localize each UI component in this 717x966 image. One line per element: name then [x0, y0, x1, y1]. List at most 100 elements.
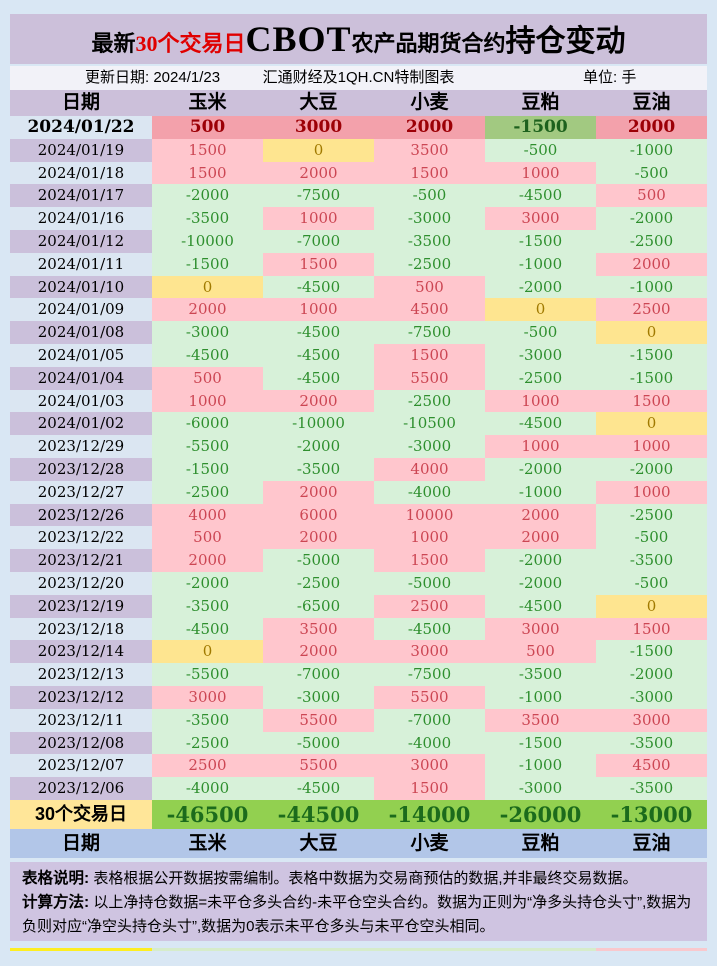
date-cell: 2023/12/22	[10, 526, 152, 550]
value-cell: -10500	[374, 412, 485, 436]
value-cell: -3000	[485, 777, 596, 800]
date-cell: 2023/12/14	[10, 640, 152, 664]
footer-header-row: 日期 玉米 大豆 小麦 豆粕 豆油	[10, 828, 707, 858]
table-row: 2024/01/11 -1500 1500 -2500 -1000 2000	[10, 252, 707, 276]
title-suffix: 持仓变动	[505, 25, 626, 58]
value-cell: -7500	[374, 663, 485, 686]
cutoff-next-row-strip	[10, 947, 707, 951]
value-cell: 0	[152, 640, 263, 664]
date-cell: 2024/01/17	[10, 184, 152, 208]
value-cell: -4500	[485, 594, 596, 618]
value-cell: -7000	[263, 663, 374, 686]
summary-label: 30个交易日	[10, 799, 152, 829]
value-cell: 4000	[152, 503, 263, 527]
value-cell: 0	[596, 321, 707, 344]
value-cell: -3000	[596, 685, 707, 709]
value-cell: -2000	[596, 457, 707, 481]
value-cell: -4500	[263, 366, 374, 390]
value-cell: 1000	[263, 207, 374, 230]
value-cell: -1500	[152, 457, 263, 481]
value-cell: -2500	[374, 389, 485, 413]
value-cell: 1500	[374, 777, 485, 800]
column-header: 大豆	[263, 90, 374, 116]
table-row: 2024/01/22 500 3000 2000 -1500 2000	[10, 116, 707, 139]
value-cell: 1500	[152, 138, 263, 162]
value-cell: -5000	[374, 571, 485, 595]
date-cell: 2023/12/21	[10, 549, 152, 572]
summary-value: -46500	[152, 799, 263, 829]
value-cell: -1500	[485, 116, 596, 139]
update-date-label: 更新日期: 2024/1/23	[85, 69, 221, 86]
value-cell: -2500	[596, 503, 707, 527]
value-cell: -1500	[152, 252, 263, 276]
value-cell: 1000	[596, 435, 707, 458]
date-cell: 2023/12/12	[10, 685, 152, 709]
footer-column-header: 玉米	[152, 828, 263, 858]
value-cell: -5500	[152, 435, 263, 458]
value-cell: -500	[596, 161, 707, 185]
value-cell: -2500	[152, 731, 263, 755]
notes-text-method: 以上净持仓数据=未平仓多头合约-未平仓空头合约。数据为正则为“净多头持仓头寸”,…	[22, 893, 692, 935]
date-cell: 2024/01/02	[10, 412, 152, 436]
date-cell: 2024/01/10	[10, 275, 152, 299]
summary-value: -14000	[374, 799, 485, 829]
value-cell: -5000	[263, 731, 374, 755]
value-cell: 500	[152, 526, 263, 550]
value-cell: 1500	[263, 252, 374, 276]
value-cell: -2000	[263, 435, 374, 458]
value-cell: -1000	[485, 252, 596, 276]
value-cell: -4500	[152, 343, 263, 367]
value-cell: -4000	[374, 731, 485, 755]
value-cell: -3500	[263, 457, 374, 481]
notes-label-description: 表格说明:	[22, 869, 90, 887]
title-prefix: 最新	[91, 31, 136, 56]
date-cell: 2023/12/13	[10, 663, 152, 686]
source-credit: 汇通财经及1QH.CN特制图表	[262, 69, 455, 86]
table-row: 2024/01/18 1500 2000 1500 1000 -500	[10, 161, 707, 185]
value-cell: -2000	[152, 571, 263, 595]
footer-column-header: 日期	[10, 828, 152, 858]
value-cell: -4500	[263, 777, 374, 800]
value-cell: -7500	[374, 321, 485, 344]
value-cell: -1500	[485, 731, 596, 755]
value-cell: 3000	[263, 116, 374, 139]
value-cell: -3500	[596, 731, 707, 755]
date-cell: 2024/01/18	[10, 161, 152, 185]
value-cell: 500	[596, 184, 707, 208]
value-cell: -3500	[485, 663, 596, 686]
strip-green-segment	[152, 947, 596, 951]
date-cell: 2024/01/05	[10, 343, 152, 367]
notes-text-description: 表格根据公开数据按需编制。表格中数据为交易商预估的数据,并非最终交易数据。	[93, 869, 638, 887]
value-cell: -500	[485, 321, 596, 344]
value-cell: -3000	[485, 343, 596, 367]
value-cell: -4500	[485, 412, 596, 436]
value-cell: -6000	[152, 412, 263, 436]
date-cell: 2024/01/04	[10, 366, 152, 390]
date-cell: 2024/01/11	[10, 252, 152, 276]
table-row: 2023/12/11 -3500 5500 -7000 3500 3000	[10, 708, 707, 732]
value-cell: -500	[596, 526, 707, 550]
footer-column-header: 豆粕	[485, 828, 596, 858]
table-row: 2023/12/08 -2500 -5000 -4000 -1500 -3500	[10, 731, 707, 755]
value-cell: -2500	[152, 480, 263, 504]
table-row: 2024/01/02 -6000 -10000 -10500 -4500 0	[10, 412, 707, 436]
notes-label-method: 计算方法:	[22, 893, 90, 911]
summary-value: -13000	[596, 799, 707, 829]
column-header: 玉米	[152, 90, 263, 116]
value-cell: 4000	[374, 457, 485, 481]
title-brand: CBOT	[245, 19, 352, 59]
value-cell: -4500	[263, 321, 374, 344]
value-cell: -7000	[263, 229, 374, 253]
table-row: 2023/12/13 -5500 -7000 -7500 -3500 -2000	[10, 663, 707, 686]
table-row: 2024/01/08 -3000 -4500 -7500 -500 0	[10, 321, 707, 344]
date-cell: 2024/01/19	[10, 138, 152, 162]
value-cell: 500	[485, 640, 596, 664]
notes-line-description: 表格说明: 表格根据公开数据按需编制。表格中数据为交易商预估的数据,并非最终交易…	[22, 867, 695, 891]
date-cell: 2023/12/19	[10, 594, 152, 618]
value-cell: -2000	[485, 549, 596, 572]
value-cell: -3500	[596, 549, 707, 572]
title-highlight: 30个交易日	[135, 31, 246, 56]
column-header: 小麦	[374, 90, 485, 116]
value-cell: -3500	[596, 777, 707, 800]
footer-column-header: 小麦	[374, 828, 485, 858]
